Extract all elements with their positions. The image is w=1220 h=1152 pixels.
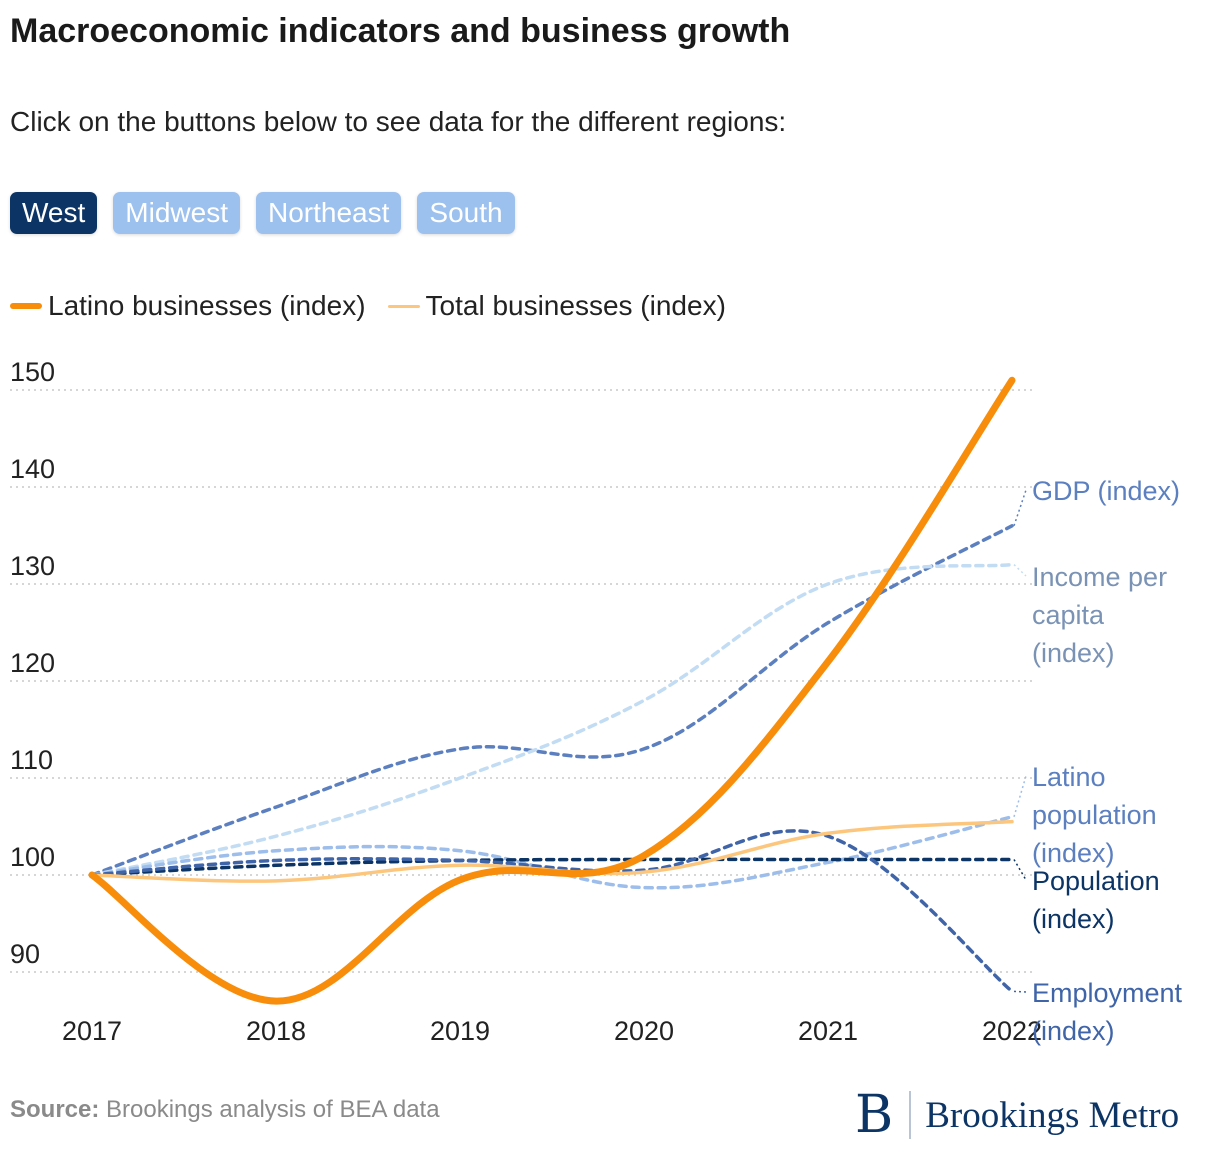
end-label-line: GDP (index) — [1032, 476, 1180, 506]
y-tick-label-140: 140 — [10, 454, 55, 484]
end-label-employment: Employment (index) — [1032, 978, 1183, 1046]
y-tick-label-110: 110 — [10, 745, 53, 775]
legend-item-latino-businesses: Latino businesses (index) — [10, 290, 366, 322]
label-leader-gdp — [1013, 489, 1027, 527]
end-label-line: capita — [1032, 600, 1105, 630]
legend-swatch-total-businesses — [387, 304, 420, 308]
source-text: Brookings analysis of BEA data — [106, 1096, 440, 1123]
region-button-midwest[interactable]: Midwest — [113, 192, 240, 234]
source-note: Source: Brookings analysis of BEA data — [10, 1096, 440, 1124]
line-chart: 90 100 110 120 130 140 150 2017 2018 2019 2020 2021… — [10, 357, 1183, 1046]
end-label-line: (index) — [1032, 638, 1115, 668]
region-button-west[interactable]: West — [10, 192, 98, 234]
end-label-line: population — [1032, 800, 1157, 830]
end-label-line: Latino — [1032, 762, 1106, 792]
series-line-income — [90, 562, 1014, 877]
end-label-line: Income per — [1032, 562, 1167, 592]
x-tick-label-2018: 2018 — [246, 1016, 306, 1046]
brookings-metro-logo: B Brookings Metro — [855, 1088, 1179, 1142]
end-label-line: (index) — [1032, 838, 1115, 868]
region-button-south[interactable]: South — [417, 192, 515, 234]
series-line-gdp — [90, 524, 1014, 877]
x-tick-label-2020: 2020 — [614, 1016, 674, 1046]
y-tick-label-130: 130 — [10, 551, 55, 581]
y-tick-label-120: 120 — [10, 648, 55, 678]
series-line-latino-population — [90, 815, 1014, 890]
y-tick-label-100: 100 — [10, 842, 55, 872]
end-label-income: Income per capita (index) — [1032, 562, 1167, 668]
chart-subtitle: Click on the buttons below to see data f… — [10, 106, 787, 137]
end-label-population: Population (index) — [1032, 866, 1160, 934]
series-line-latino-businesses — [88, 376, 1016, 1005]
x-tick-label-2017: 2017 — [62, 1016, 122, 1046]
end-label-line: (index) — [1032, 904, 1115, 934]
series-line-population — [90, 857, 1014, 877]
legend-label-latino-businesses: Latino businesses (index) — [48, 290, 366, 321]
end-label-line: Population — [1032, 866, 1160, 896]
brand-initial: B — [855, 1085, 894, 1145]
end-label-line: Employment — [1032, 978, 1183, 1008]
source-label: Source: — [10, 1096, 100, 1123]
x-tick-label-2019: 2019 — [430, 1016, 490, 1046]
brand-divider — [909, 1091, 912, 1139]
legend-label-total-businesses: Total businesses (index) — [425, 290, 726, 321]
chart-legend: Latino businesses (index) Total business… — [10, 290, 748, 322]
legend-swatch-latino-businesses — [10, 303, 42, 309]
end-label-line: (index) — [1032, 1016, 1115, 1046]
x-tick-label-2021: 2021 — [798, 1016, 858, 1046]
label-leader-latino-population — [1013, 775, 1027, 818]
region-button-northeast[interactable]: Northeast — [255, 192, 402, 234]
label-leader-employment — [1013, 990, 1027, 993]
legend-item-total-businesses: Total businesses (index) — [387, 290, 726, 322]
y-tick-label-150: 150 — [10, 357, 55, 387]
end-label-latino-population: Latino population (index) — [1032, 762, 1157, 868]
chart-title: Macroeconomic indicators and business gr… — [10, 12, 791, 50]
label-leader-income — [1013, 564, 1027, 577]
label-leader-population — [1013, 859, 1027, 881]
x-tick-label-2022: 2022 — [982, 1016, 1042, 1046]
end-label-gdp: GDP (index) — [1032, 476, 1180, 506]
region-button-group: West Midwest Northeast South — [10, 192, 515, 234]
brand-name: Brookings Metro — [925, 1094, 1180, 1136]
series-line-employment — [90, 829, 1014, 994]
y-tick-label-90: 90 — [10, 939, 40, 969]
